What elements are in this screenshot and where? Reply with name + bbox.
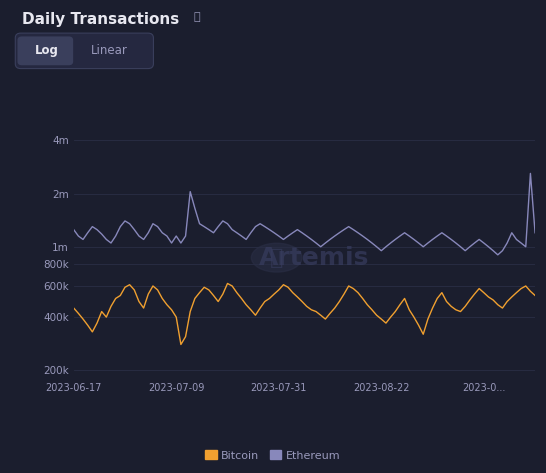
Text: Artemis: Artemis [258, 245, 369, 270]
Text: Daily Transactions: Daily Transactions [22, 12, 179, 27]
Text: Log: Log [34, 44, 58, 57]
Text: ⓘ: ⓘ [194, 12, 200, 22]
Text: Linear: Linear [91, 44, 128, 57]
Legend: Bitcoin, Ethereum: Bitcoin, Ethereum [201, 446, 345, 465]
Circle shape [251, 243, 302, 272]
Text: ⓘ: ⓘ [270, 248, 283, 268]
